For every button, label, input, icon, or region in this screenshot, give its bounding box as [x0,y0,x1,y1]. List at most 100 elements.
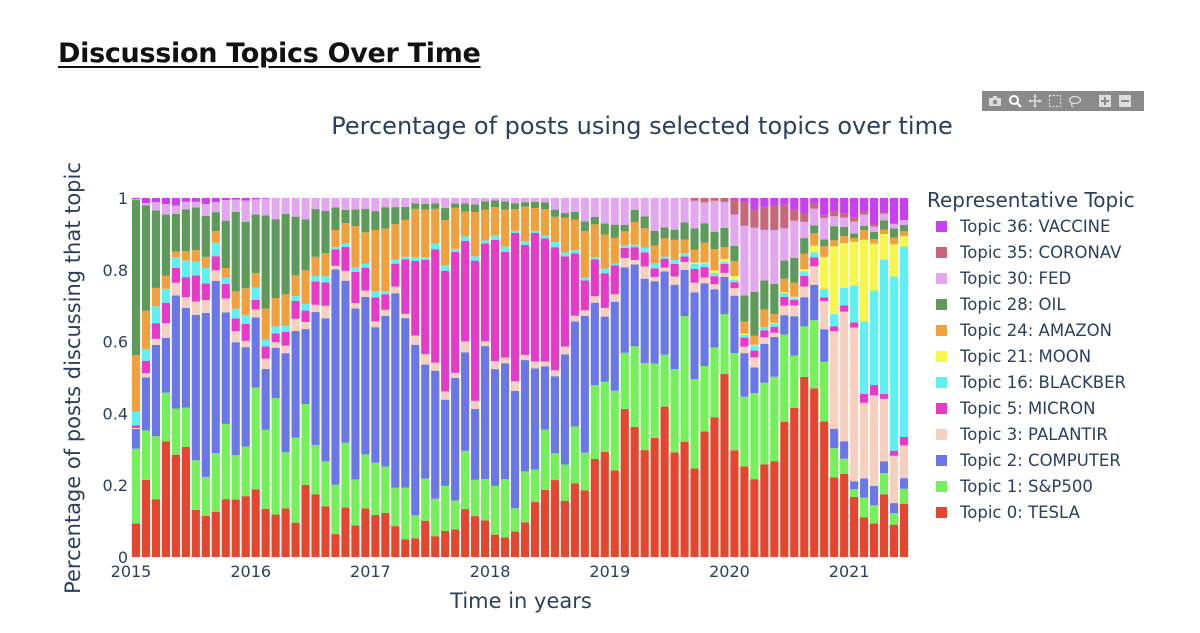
bar-segment [620,352,629,410]
bar-segment [800,198,809,214]
bar-segment [361,290,370,297]
bar-segment [421,520,430,557]
bar-segment [720,314,729,375]
legend-swatch[interactable] [936,325,947,336]
legend-swatch[interactable] [936,247,947,258]
box-select-icon[interactable] [1046,92,1064,110]
bar-segment [221,220,230,269]
bar-segment [471,204,480,212]
bar-segment [371,229,380,292]
bar-segment [441,270,450,392]
bar-segment [171,257,180,268]
bar-segment [770,323,779,327]
legend-item-label[interactable]: Topic 2: COMPUTER [959,451,1121,470]
legend-item-label[interactable]: Topic 28: OIL [959,295,1066,314]
bar-segment [151,287,161,307]
bar-segment [620,247,629,259]
x-tick-label: 2016 [230,562,271,581]
bar-segment [790,257,799,283]
bar-segment [171,198,180,206]
legend-item-label[interactable]: Topic 5: MICRON [959,399,1095,418]
legend-swatch[interactable] [936,273,947,284]
legend-item-label[interactable]: Topic 35: CORONAV [959,243,1122,262]
bar-segment [191,275,200,302]
bar-segment [730,450,739,557]
zoom-icon[interactable] [1006,92,1024,110]
legend-item-label[interactable]: Topic 36: VACCINE [959,217,1110,236]
bar-segment [870,505,879,524]
bar-segment [830,428,839,449]
pan-icon[interactable] [1026,92,1044,110]
bar-segment [830,216,839,227]
legend-swatch[interactable] [936,299,947,310]
legend-swatch[interactable] [936,221,947,232]
bar-segment [750,350,759,358]
bar-segment [231,199,240,212]
bar-segment [371,198,380,212]
bar-segment [211,202,220,213]
bar-segment [860,321,869,395]
bar-segment [171,282,180,296]
bar-segment [490,200,500,208]
bar-segment [810,252,819,258]
legend-swatch[interactable] [936,403,947,414]
bar-segment [790,282,799,297]
legend-item-label[interactable]: Topic 1: S&P500 [959,477,1093,496]
bar-segment [540,429,550,491]
zoom-out-icon[interactable] [1116,92,1134,110]
legend-swatch[interactable] [936,377,947,388]
bar-segment [780,421,789,557]
legend-item-label[interactable]: Topic 21: MOON [959,347,1091,366]
bar-segment [181,307,190,408]
bar-segment [640,362,649,451]
legend-swatch[interactable] [936,507,947,518]
bar-segment [331,230,340,247]
legend-item-label[interactable]: Topic 30: FED [959,269,1071,288]
bar-segment [720,261,729,264]
zoom-in-icon[interactable] [1096,92,1114,110]
bar-segment [351,267,360,272]
bar-segment [431,243,440,250]
bar-segment [490,534,500,557]
bar-segment [201,283,210,301]
bar-segment [241,340,250,348]
bar-segment [441,220,450,266]
bar-segment [750,344,759,346]
bar-segment [630,244,639,248]
bar-segment [690,198,699,201]
y-tick-label: 1 [118,189,128,208]
bar-segment [720,258,729,262]
bar-segment [670,229,679,240]
bar-segment [401,219,410,257]
bar-segment [231,291,240,309]
legend-item-label[interactable]: Topic 0: TESLA [959,503,1081,522]
bar-segment [171,251,180,258]
legend-swatch[interactable] [936,455,947,466]
bar-segment [490,485,500,535]
legend-item-label[interactable]: Topic 24: AMAZON [959,321,1112,340]
x-tick-label: 2017 [350,562,391,581]
bar-segment [131,411,141,426]
bar-segment [580,452,589,491]
camera-icon[interactable] [986,92,1004,110]
legend-swatch[interactable] [936,351,947,362]
lasso-icon[interactable] [1066,92,1084,110]
legend-swatch[interactable] [936,481,947,492]
bar-segment [421,259,430,355]
bar-segment [899,478,909,489]
bar-segment [879,198,889,212]
bar-segment [411,203,420,209]
bar-segment [870,239,879,244]
bar-segment [870,486,879,506]
bar-segment [790,316,799,356]
chart-modebar[interactable] [982,91,1144,111]
bar-segment [151,210,161,288]
legend-item-label[interactable]: Topic 16: BLACKBER [959,373,1126,392]
bar-segment [471,256,480,261]
bar-segment [171,454,180,557]
legend-swatch[interactable] [936,429,947,440]
legend-item-label[interactable]: Topic 3: PALANTIR [959,425,1108,444]
bar-segment [311,304,320,313]
bar-segment [580,280,589,311]
bar-segment [560,354,569,465]
